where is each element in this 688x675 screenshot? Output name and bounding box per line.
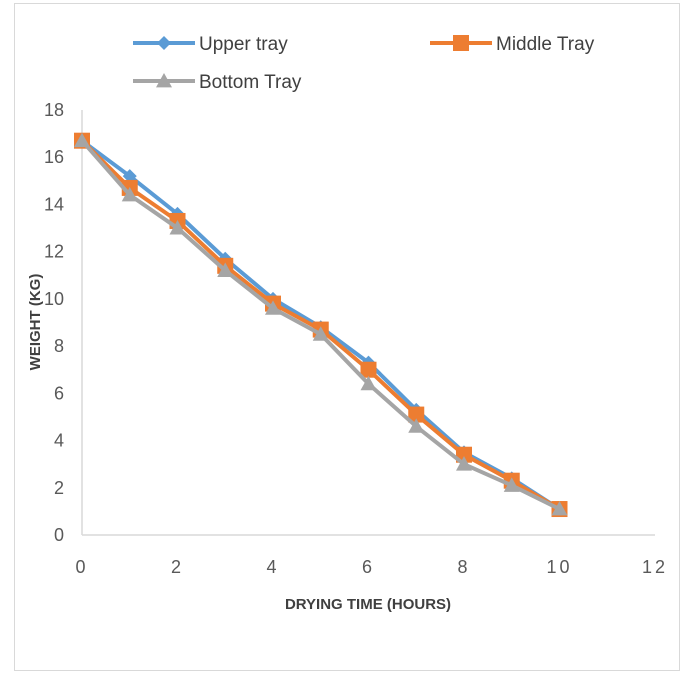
y-axis-title: WEIGHT (KG): [27, 274, 44, 371]
data-point: [408, 418, 425, 433]
data-point: [169, 220, 186, 235]
y-tick-label: 2: [54, 478, 64, 498]
x-axis-title: DRYING TIME (HOURS): [285, 596, 451, 613]
x-tick-labels: 0 2 4 6 8 10 12: [75, 557, 668, 577]
legend-label: Middle Tray: [496, 34, 595, 55]
legend-item: Middle Tray: [430, 34, 595, 55]
data-point: [408, 406, 425, 423]
data-point: [503, 477, 520, 492]
data-point: [456, 456, 472, 471]
y-tick-label: 12: [44, 242, 64, 262]
data-point: [74, 132, 90, 148]
axes: [81, 110, 655, 536]
legend-item: Bottom Tray: [133, 72, 302, 93]
x-tick-label: 0: [75, 557, 88, 577]
data-point: [122, 169, 137, 184]
x-tick-label: 2: [171, 557, 184, 577]
series-3: [74, 132, 568, 516]
y-tick-label: 4: [54, 431, 64, 451]
legend-label: Bottom Tray: [199, 72, 302, 93]
y-tick-label: 6: [54, 383, 64, 403]
data-point: [265, 300, 281, 315]
data-point: [217, 262, 234, 277]
x-tick-label: 10: [546, 557, 572, 577]
legend-marker: [453, 35, 469, 51]
y-tick-label: 8: [54, 336, 64, 356]
legend-item: Upper tray: [133, 34, 288, 55]
y-tick-label: 16: [44, 147, 64, 167]
y-tick-label: 0: [54, 525, 64, 545]
y-tick-label: 18: [44, 100, 64, 120]
data-point: [360, 361, 377, 378]
legend-label: Upper tray: [199, 34, 288, 55]
y-tick-label: 10: [44, 289, 64, 309]
series-layer: [74, 132, 568, 518]
data-point: [551, 501, 568, 516]
y-tick-label: 14: [44, 194, 64, 214]
legend-marker: [157, 36, 171, 50]
x-tick-label: 8: [457, 557, 470, 577]
data-point: [312, 326, 329, 341]
x-tick-label: 12: [642, 557, 668, 577]
x-tick-label: 6: [362, 557, 375, 577]
data-point: [360, 375, 377, 391]
chart-frame: [14, 3, 680, 671]
legend: Upper tray Middle Tray Bottom Tray: [133, 34, 595, 93]
data-point: [121, 187, 138, 202]
x-tick-label: 4: [266, 557, 279, 577]
y-tick-labels: 0 2 4 6 8 10 12 14 16 18: [44, 100, 64, 545]
legend-marker: [156, 73, 172, 88]
